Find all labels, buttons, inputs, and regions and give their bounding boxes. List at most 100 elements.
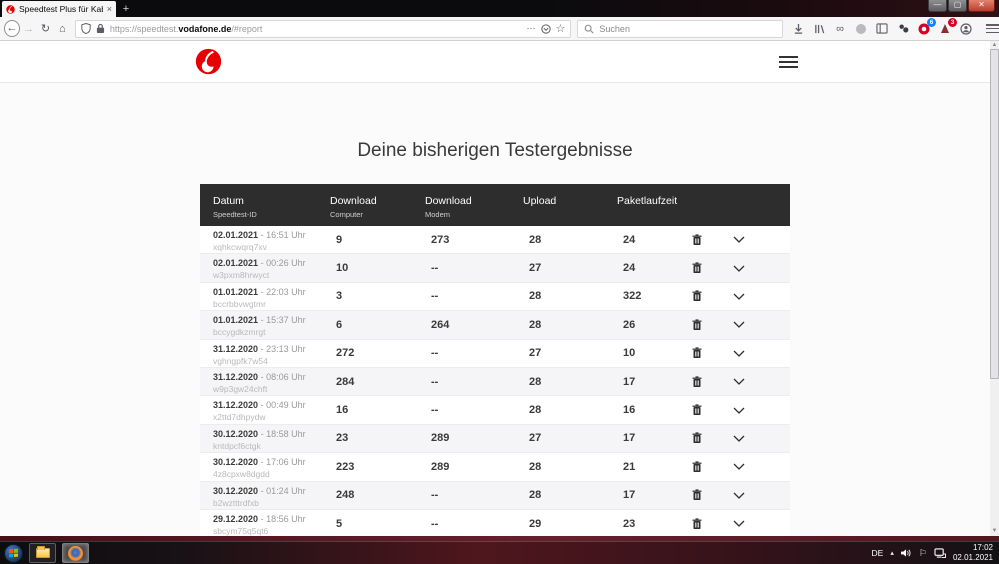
reload-icon[interactable]: ↻ — [40, 23, 51, 35]
browser-menu-icon[interactable] — [986, 24, 999, 33]
extension-globe-icon[interactable] — [854, 22, 868, 36]
table-row: 31.12.2020 - 08:06 Uhr w9p3gw24chft 284 … — [200, 367, 790, 397]
delete-result-button[interactable] — [685, 457, 709, 477]
table-row: 31.12.2020 - 23:13 Uhr vghngpfk7w54 272 … — [200, 339, 790, 368]
back-icon[interactable]: ← — [4, 20, 21, 37]
forward-icon[interactable]: → — [23, 22, 35, 35]
paketlaufzeit-value: 322 — [623, 290, 642, 303]
speedtest-id: 4z8cpxw8dgdd — [213, 469, 270, 480]
result-date: 31.12.2020 — [213, 371, 259, 382]
firefox-taskbar-button[interactable] — [62, 543, 89, 563]
delete-result-button[interactable] — [685, 485, 709, 505]
start-button[interactable] — [4, 543, 23, 563]
delete-result-button[interactable] — [685, 230, 709, 250]
delete-result-button[interactable] — [685, 315, 709, 335]
chevron-down-icon — [733, 492, 745, 499]
download-modem-value: -- — [431, 347, 439, 360]
expand-result-button[interactable] — [727, 230, 751, 250]
chevron-down-icon — [733, 520, 745, 528]
extension-badged-red-icon[interactable]: 3 — [938, 17, 958, 36]
download-icon[interactable] — [791, 22, 805, 36]
date-time-separator: - — [260, 400, 264, 411]
vodafone-logo[interactable] — [195, 48, 222, 75]
clock[interactable]: 17:02 02.01.2021 — [953, 543, 993, 564]
network-icon[interactable] — [934, 548, 946, 558]
expand-result-button[interactable] — [727, 400, 751, 420]
tab-close-icon[interactable]: × — [106, 3, 112, 14]
trash-icon — [692, 376, 702, 387]
result-date: 02.01.2021 — [213, 258, 259, 269]
expand-result-button[interactable] — [727, 258, 751, 278]
chevron-down-icon — [733, 321, 745, 329]
col-upload: Upload — [523, 195, 557, 207]
download-modem-value: -- — [431, 290, 439, 303]
action-center-flag-icon[interactable]: ⚐ — [918, 547, 927, 558]
maximize-button[interactable]: ▢ — [948, 0, 967, 12]
expand-result-button[interactable] — [727, 485, 751, 505]
date-time-separator: - — [260, 485, 264, 496]
delete-result-button[interactable] — [685, 400, 709, 420]
scroll-down-icon[interactable]: ▼ — [991, 528, 998, 534]
close-button[interactable]: ✕ — [968, 0, 995, 12]
explorer-taskbar-button[interactable] — [29, 543, 56, 563]
download-modem-value: -- — [431, 517, 439, 530]
new-tab-button[interactable]: + — [122, 3, 130, 15]
date-time-separator: - — [260, 315, 264, 326]
search-bar[interactable]: Suchen — [577, 19, 784, 38]
hidden-icons-arrow[interactable]: ▴ — [890, 550, 894, 557]
expand-result-button[interactable] — [727, 372, 751, 392]
home-icon[interactable]: ⌂ — [59, 22, 66, 35]
active-tab[interactable]: Speedtest Plus für Kabel- und × — [2, 1, 116, 17]
tab-title: Speedtest Plus für Kabel- und — [19, 4, 103, 14]
expand-result-button[interactable] — [727, 428, 751, 448]
speedtest-id: bccygdkzmrgt — [213, 327, 266, 338]
results-table: Datum Speedtest-ID Download Computer Dow… — [200, 184, 790, 536]
extension-badged-blue-icon[interactable]: 6 — [917, 17, 937, 36]
date-time-separator: - — [260, 428, 264, 439]
result-time: 00:26 Uhr — [266, 258, 306, 269]
trash-icon — [692, 432, 702, 444]
delete-result-button[interactable] — [685, 514, 709, 534]
vertical-scrollbar[interactable]: ▲ ▼ — [990, 41, 999, 536]
chevron-down-icon — [733, 236, 745, 244]
extension-dark-icon[interactable] — [896, 22, 910, 36]
expand-result-button[interactable] — [727, 315, 751, 335]
clock-date: 02.01.2021 — [952, 553, 993, 562]
delete-result-button[interactable] — [685, 258, 709, 278]
trash-icon — [692, 489, 702, 501]
expand-result-button[interactable] — [727, 343, 751, 363]
delete-result-button[interactable] — [685, 428, 709, 448]
site-menu-icon[interactable] — [779, 56, 798, 68]
sidebar-icon[interactable] — [875, 22, 889, 36]
minimize-button[interactable]: — — [928, 0, 947, 12]
tracking-shield-icon[interactable] — [81, 23, 91, 34]
padlock-icon[interactable] — [96, 23, 105, 34]
bookmark-star-icon[interactable]: ☆ — [555, 23, 566, 35]
expand-result-button[interactable] — [727, 457, 751, 477]
result-date: 02.01.2021 — [213, 230, 259, 240]
paketlaufzeit-value: 24 — [623, 233, 636, 246]
volume-icon[interactable] — [900, 548, 912, 558]
page-viewport: Deine bisherigen Testergebnisse Datum Sp… — [0, 41, 990, 536]
extension-badge-count: 6 — [927, 17, 937, 27]
result-date: 31.12.2020 — [213, 343, 259, 354]
upload-value: 28 — [529, 375, 542, 388]
pocket-icon[interactable] — [540, 23, 551, 34]
url-text[interactable]: https://speedtest.vodafone.de/#report — [109, 23, 263, 34]
scrollbar-thumb[interactable] — [990, 49, 999, 379]
scroll-up-icon[interactable]: ▲ — [991, 42, 998, 48]
reader-glasses-icon[interactable]: ∞ — [836, 22, 844, 35]
delete-result-button[interactable] — [685, 343, 709, 363]
delete-result-button[interactable] — [685, 372, 709, 392]
url-bar[interactable]: https://speedtest.vodafone.de/#report ⋯ … — [74, 19, 572, 38]
expand-result-button[interactable] — [727, 514, 751, 534]
delete-result-button[interactable] — [685, 286, 709, 306]
expand-result-button[interactable] — [727, 286, 751, 306]
page-actions-icon[interactable]: ⋯ — [526, 23, 536, 33]
account-icon[interactable] — [959, 22, 973, 36]
language-indicator[interactable]: DE — [871, 548, 884, 558]
col-download-modem: Download — [425, 195, 472, 207]
browser-toolbar: ← → ↻ ⌂ https://speedtest.vodafone.de/#r… — [0, 17, 999, 41]
library-icon[interactable] — [812, 22, 826, 36]
download-modem-value: 273 — [431, 233, 450, 246]
